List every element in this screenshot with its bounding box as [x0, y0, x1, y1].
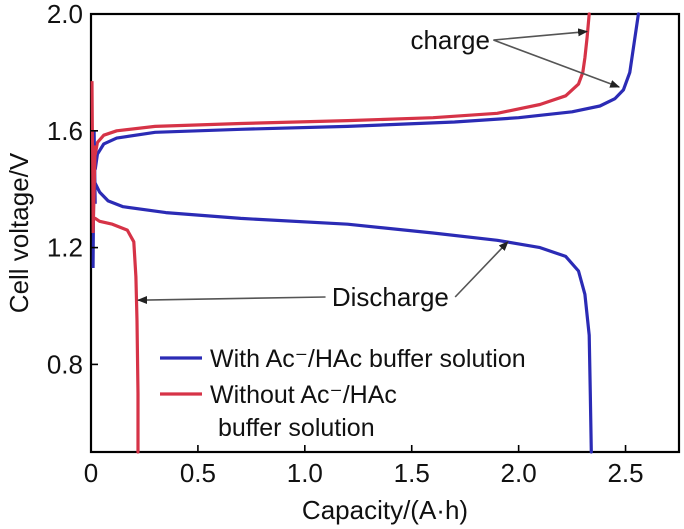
- legend: With Ac⁻/HAc buffer solution Without Ac⁻/…: [160, 345, 526, 442]
- x-tick-label: 1.0: [287, 458, 323, 488]
- y-axis: 0.8 1.2 1.6 2.0: [47, 0, 98, 379]
- y-tick-label: 2.0: [47, 0, 83, 29]
- x-tick-label: 1.5: [394, 458, 430, 488]
- y-axis-label: Cell voltage/V: [4, 152, 34, 313]
- plot-area: charge Discharge: [89, 12, 681, 454]
- series-without-buffer-charge-line: [93, 12, 591, 156]
- legend-label: Without Ac⁻/HAc: [210, 381, 397, 409]
- annotation-layer: charge Discharge: [137, 25, 621, 312]
- x-tick-label: 0.5: [180, 458, 216, 488]
- x-axis-label: Capacity/(A·h): [302, 495, 468, 525]
- plot-frame: [89, 12, 681, 454]
- x-tick-label: 0: [84, 458, 98, 488]
- annotation-arrow: [137, 296, 326, 305]
- series-with-buffer-discharge-line: [93, 181, 593, 454]
- annotation-discharge: Discharge: [332, 282, 449, 312]
- x-tick-label: 2.0: [501, 458, 537, 488]
- y-tick-label: 1.2: [47, 233, 83, 263]
- y-tick-label: 1.6: [47, 116, 83, 146]
- x-axis: 0 0.5 1.0 1.5 2.0 2.5: [84, 445, 644, 488]
- legend-label: With Ac⁻/HAc buffer solution: [210, 345, 526, 373]
- annotation-charge: charge: [410, 25, 490, 55]
- series-layer: [90, 12, 640, 454]
- legend-label: buffer solution: [218, 414, 375, 442]
- y-tick-label: 0.8: [47, 349, 83, 379]
- annotation-arrow: [493, 28, 589, 41]
- x-tick-label: 2.5: [607, 458, 643, 488]
- series-without-buffer-transient: [90, 81, 97, 234]
- annotation-arrow: [493, 39, 621, 88]
- annotation-arrow: [454, 241, 509, 298]
- series-without-buffer-discharge-line: [93, 216, 140, 454]
- series-with-buffer-charge-line: [93, 12, 640, 171]
